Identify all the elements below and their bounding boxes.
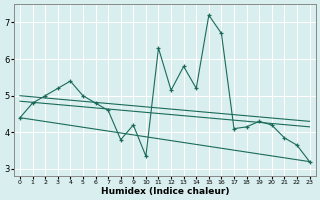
X-axis label: Humidex (Indice chaleur): Humidex (Indice chaleur)	[100, 187, 229, 196]
